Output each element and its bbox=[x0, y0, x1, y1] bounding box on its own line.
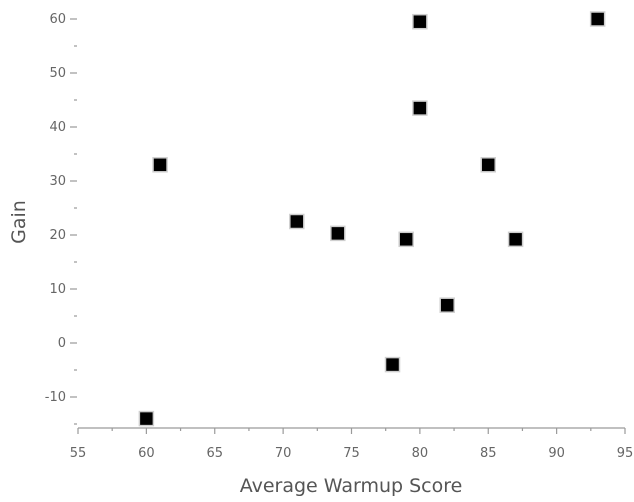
x-tick-label: 80 bbox=[412, 446, 429, 461]
data-point bbox=[589, 11, 606, 27]
y-tick-label: 0 bbox=[58, 336, 66, 351]
y-tick-label: -10 bbox=[45, 390, 66, 405]
y-tick-label: 60 bbox=[49, 12, 66, 27]
y-tick-label: 30 bbox=[49, 174, 66, 189]
x-axis-ticks: 55 60 65 70 75 80 85 90 95 bbox=[70, 428, 634, 461]
y-axis-ticks: -10 0 10 20 30 40 50 60 bbox=[45, 12, 77, 425]
x-tick-label: 85 bbox=[480, 446, 497, 461]
y-axis-title: Gain bbox=[8, 200, 30, 244]
data-points bbox=[138, 11, 606, 427]
x-tick-label: 90 bbox=[548, 446, 565, 461]
data-point bbox=[398, 231, 414, 248]
y-tick-label: 40 bbox=[49, 120, 66, 135]
data-point bbox=[152, 157, 168, 173]
x-tick-label: 95 bbox=[617, 446, 634, 461]
x-tick-label: 55 bbox=[70, 446, 87, 461]
data-point bbox=[412, 100, 428, 116]
x-tick-label: 65 bbox=[206, 446, 223, 461]
data-point bbox=[439, 297, 455, 313]
data-point bbox=[138, 410, 155, 427]
data-point bbox=[480, 157, 496, 173]
y-tick-label: 50 bbox=[49, 66, 66, 81]
y-tick-label: 20 bbox=[49, 228, 66, 243]
y-tick-label: 10 bbox=[49, 282, 66, 297]
data-point bbox=[412, 13, 428, 30]
data-point bbox=[507, 231, 524, 248]
data-point bbox=[289, 213, 305, 230]
x-tick-label: 70 bbox=[275, 446, 292, 461]
x-axis-title: Average Warmup Score bbox=[240, 475, 463, 497]
x-tick-label: 75 bbox=[343, 446, 360, 461]
data-point bbox=[330, 225, 346, 242]
data-point bbox=[384, 356, 401, 373]
x-tick-label: 60 bbox=[138, 446, 155, 461]
